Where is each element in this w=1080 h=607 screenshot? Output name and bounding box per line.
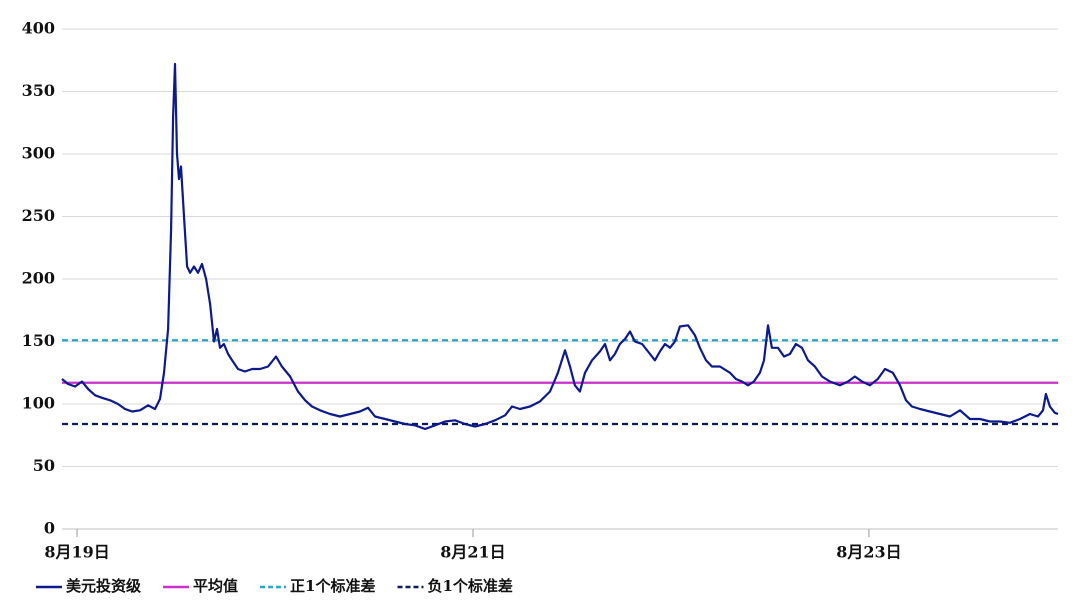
legend-label: 平均值 — [193, 577, 238, 595]
y-tick-label: 150 — [22, 331, 55, 350]
y-tick-label: 250 — [22, 206, 55, 225]
y-tick-label: 300 — [22, 144, 55, 163]
legend-label: 正1个标准差 — [290, 577, 375, 595]
x-tick-label: 8月21日 — [440, 543, 505, 562]
data-line — [61, 62, 1059, 431]
y-tick-label: 350 — [22, 81, 55, 100]
y-tick-label: 400 — [22, 19, 55, 38]
y-tick-label: 200 — [22, 269, 55, 288]
legend-label: 负1个标准差 — [427, 577, 512, 595]
y-tick-label: 100 — [22, 394, 55, 413]
legend-label: 美元投资级 — [66, 577, 142, 595]
y-tick-label: 0 — [44, 519, 55, 538]
x-tick-label: 8月23日 — [836, 543, 901, 562]
x-tick-label: 8月19日 — [44, 543, 109, 562]
y-tick-label: 50 — [33, 456, 55, 475]
